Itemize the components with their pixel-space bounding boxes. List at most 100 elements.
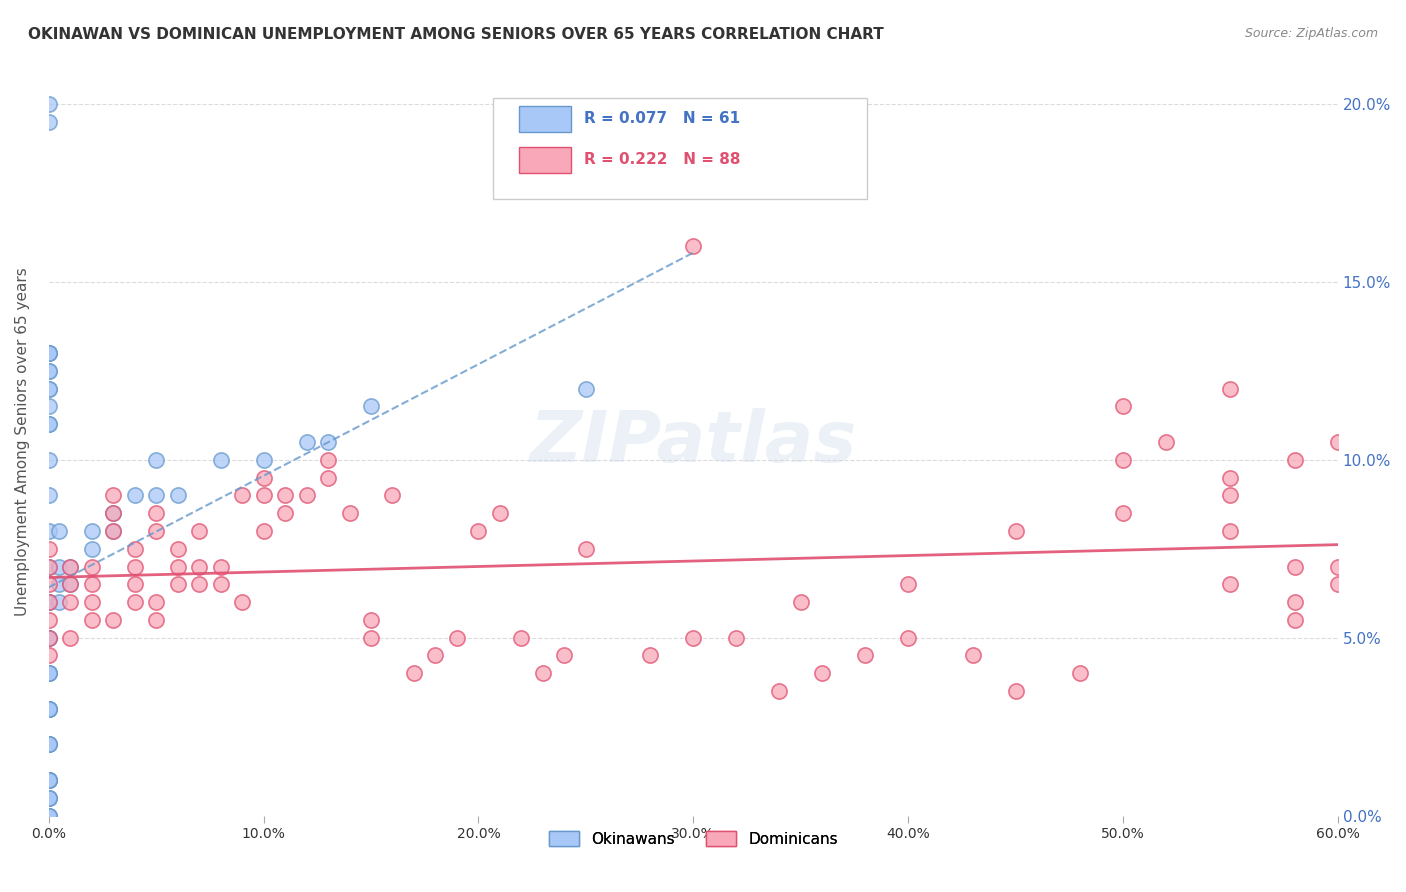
Point bbox=[682, 631, 704, 645]
Point bbox=[531, 666, 554, 681]
Point bbox=[38, 790, 60, 805]
Point bbox=[80, 577, 103, 591]
Point bbox=[209, 559, 232, 574]
Point bbox=[38, 595, 60, 609]
Point bbox=[1112, 506, 1135, 520]
Point bbox=[38, 488, 60, 502]
Point bbox=[1284, 613, 1306, 627]
Point bbox=[38, 666, 60, 681]
Point bbox=[897, 577, 920, 591]
Point bbox=[209, 577, 232, 591]
FancyBboxPatch shape bbox=[519, 147, 571, 173]
Text: ZIPatlas: ZIPatlas bbox=[530, 408, 856, 476]
Point bbox=[188, 577, 211, 591]
Point bbox=[1284, 595, 1306, 609]
Point bbox=[38, 595, 60, 609]
Point bbox=[103, 506, 125, 520]
Point bbox=[1284, 452, 1306, 467]
Point bbox=[103, 613, 125, 627]
Point bbox=[425, 648, 447, 663]
Point bbox=[1284, 559, 1306, 574]
Point bbox=[38, 702, 60, 716]
Point bbox=[38, 772, 60, 787]
Point bbox=[48, 524, 70, 538]
Point bbox=[38, 666, 60, 681]
Point bbox=[38, 702, 60, 716]
Point bbox=[59, 577, 82, 591]
Point bbox=[80, 559, 103, 574]
Point bbox=[725, 631, 748, 645]
Point bbox=[640, 648, 662, 663]
Point bbox=[38, 541, 60, 556]
Point bbox=[124, 488, 146, 502]
Point bbox=[38, 631, 60, 645]
Point bbox=[145, 488, 167, 502]
Point bbox=[145, 506, 167, 520]
Point bbox=[682, 239, 704, 253]
Point bbox=[295, 488, 318, 502]
Point bbox=[38, 452, 60, 467]
Point bbox=[38, 577, 60, 591]
Point bbox=[38, 417, 60, 432]
Point bbox=[38, 400, 60, 414]
Point bbox=[811, 666, 834, 681]
Point bbox=[38, 772, 60, 787]
Point bbox=[59, 631, 82, 645]
Point bbox=[188, 559, 211, 574]
Point bbox=[1326, 435, 1348, 450]
Point bbox=[1004, 524, 1026, 538]
Point bbox=[188, 524, 211, 538]
Point bbox=[38, 790, 60, 805]
Point bbox=[124, 559, 146, 574]
Point bbox=[124, 577, 146, 591]
Point bbox=[38, 364, 60, 378]
Point bbox=[38, 737, 60, 751]
Point bbox=[360, 631, 382, 645]
Point bbox=[38, 666, 60, 681]
Point bbox=[59, 595, 82, 609]
Point bbox=[231, 488, 253, 502]
Point bbox=[38, 559, 60, 574]
Point bbox=[38, 346, 60, 360]
Point bbox=[339, 506, 361, 520]
Point bbox=[897, 631, 920, 645]
Point bbox=[1112, 400, 1135, 414]
Point bbox=[166, 488, 188, 502]
Point bbox=[38, 702, 60, 716]
Point bbox=[59, 577, 82, 591]
Text: R = 0.222   N = 88: R = 0.222 N = 88 bbox=[583, 153, 740, 167]
Point bbox=[316, 435, 339, 450]
Point bbox=[360, 400, 382, 414]
Point bbox=[38, 364, 60, 378]
Point bbox=[166, 541, 188, 556]
Point bbox=[252, 524, 274, 538]
Point bbox=[166, 559, 188, 574]
Point bbox=[553, 648, 575, 663]
Point bbox=[768, 684, 790, 698]
Point bbox=[38, 808, 60, 822]
Point bbox=[38, 97, 60, 112]
Point bbox=[38, 346, 60, 360]
Point bbox=[38, 631, 60, 645]
Point bbox=[575, 541, 598, 556]
Point bbox=[103, 524, 125, 538]
Point bbox=[59, 559, 82, 574]
Point bbox=[252, 452, 274, 467]
Point bbox=[38, 417, 60, 432]
Point bbox=[575, 382, 598, 396]
Point bbox=[1154, 435, 1177, 450]
Point bbox=[1219, 577, 1241, 591]
Point bbox=[1069, 666, 1091, 681]
Point bbox=[1112, 452, 1135, 467]
Text: OKINAWAN VS DOMINICAN UNEMPLOYMENT AMONG SENIORS OVER 65 YEARS CORRELATION CHART: OKINAWAN VS DOMINICAN UNEMPLOYMENT AMONG… bbox=[28, 27, 884, 42]
Point bbox=[467, 524, 489, 538]
Point bbox=[80, 541, 103, 556]
Point bbox=[48, 595, 70, 609]
Legend: Okinawans, Dominicans: Okinawans, Dominicans bbox=[543, 824, 844, 853]
Point bbox=[1219, 470, 1241, 484]
Text: R = 0.077   N = 61: R = 0.077 N = 61 bbox=[583, 112, 740, 126]
Point bbox=[38, 631, 60, 645]
Point bbox=[1219, 382, 1241, 396]
Point bbox=[145, 524, 167, 538]
FancyBboxPatch shape bbox=[494, 98, 868, 199]
